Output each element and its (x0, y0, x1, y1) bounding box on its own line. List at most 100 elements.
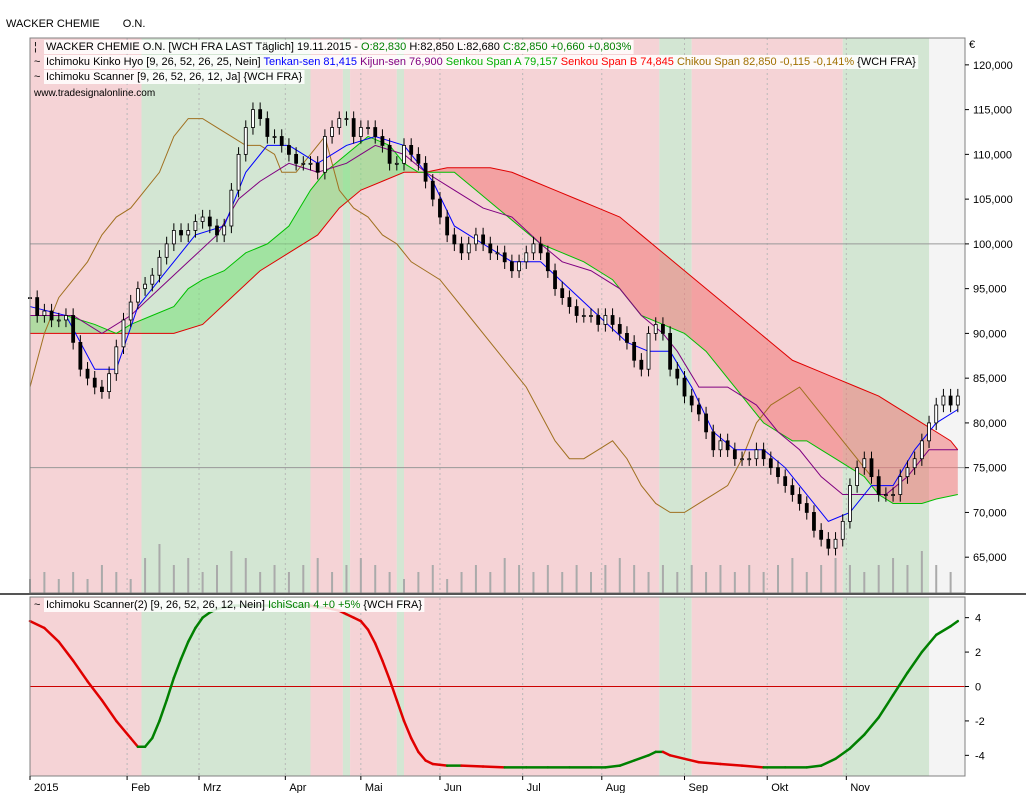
scanner-line-segment[interactable] (373, 642, 384, 662)
scanner-line-segment[interactable] (719, 762, 744, 767)
candle-body[interactable] (337, 118, 342, 128)
scanner-line-segment[interactable] (891, 671, 909, 697)
candle-body[interactable] (49, 310, 54, 321)
candle-body[interactable] (581, 315, 586, 317)
candle-body[interactable] (474, 234, 478, 245)
candle-body[interactable] (574, 306, 579, 316)
candle-body[interactable] (265, 118, 270, 137)
candle-body[interactable] (488, 243, 493, 254)
scanner-line-segment[interactable] (186, 626, 197, 643)
senkou-span-b-line[interactable] (30, 167, 959, 451)
candle-body[interactable] (768, 458, 773, 469)
candle-body[interactable] (128, 301, 133, 321)
senkou-span-a-line[interactable] (30, 135, 958, 504)
candle-body[interactable] (862, 458, 867, 469)
candle-body[interactable] (64, 315, 68, 321)
candle-body[interactable] (186, 230, 191, 236)
scanner-line-segment[interactable] (647, 750, 657, 757)
candle-body[interactable] (790, 485, 795, 495)
candle-body[interactable] (481, 234, 486, 245)
candle-body[interactable] (905, 467, 910, 478)
candle-body[interactable] (394, 162, 399, 165)
candle-body[interactable] (380, 136, 385, 146)
candle-body[interactable] (826, 538, 831, 549)
scanner-line-segment[interactable] (28, 619, 46, 630)
scanner-line-segment[interactable] (934, 625, 952, 637)
candle-body[interactable] (740, 458, 744, 461)
candle-body[interactable] (135, 288, 140, 303)
candle-body[interactable] (589, 315, 593, 317)
candle-body[interactable] (596, 315, 601, 325)
scanner-line-segment[interactable] (43, 626, 61, 643)
candle-body[interactable] (545, 252, 550, 272)
candle-body[interactable] (661, 324, 665, 334)
candle-body[interactable] (387, 145, 392, 164)
candle-body[interactable] (704, 413, 708, 433)
scanner-line-segment[interactable] (201, 611, 212, 619)
scanner-line-segment[interactable] (805, 764, 823, 769)
scanner-line-segment[interactable] (395, 699, 406, 723)
candle-body[interactable] (438, 198, 442, 218)
candle-body[interactable] (416, 153, 421, 164)
candle-body[interactable] (402, 145, 406, 164)
candle-body[interactable] (776, 467, 780, 478)
candle-body[interactable] (509, 261, 514, 272)
candle-body[interactable] (171, 230, 176, 245)
scanner-line-segment[interactable] (352, 616, 363, 623)
candle-body[interactable] (351, 118, 356, 137)
candle-body[interactable] (531, 243, 536, 254)
candle-body[interactable] (696, 404, 701, 415)
candle-body[interactable] (560, 288, 565, 298)
candle-body[interactable] (625, 333, 629, 343)
candle-body[interactable] (927, 422, 931, 442)
scanner-line-segment[interactable] (345, 612, 355, 619)
scanner-line-segment[interactable] (366, 628, 377, 645)
candle-body[interactable] (761, 449, 766, 460)
scanner-line-segment[interactable] (481, 765, 506, 769)
candle-body[interactable] (632, 341, 637, 361)
candle-body[interactable] (121, 319, 126, 348)
candle-body[interactable] (797, 494, 802, 504)
candle-body[interactable] (35, 297, 40, 316)
candle-body[interactable] (718, 440, 723, 451)
candle-body[interactable] (143, 283, 147, 290)
scanner-line-segment[interactable] (388, 678, 399, 702)
scanner-line-segment[interactable] (906, 650, 924, 674)
candle-body[interactable] (301, 162, 306, 165)
candle-body[interactable] (409, 145, 414, 155)
candle-body[interactable] (229, 189, 234, 227)
scanner-line-segment[interactable] (179, 640, 190, 661)
candle-body[interactable] (107, 373, 112, 392)
candle-body[interactable] (56, 319, 61, 322)
scanner-line-segment[interactable] (409, 736, 420, 754)
candle-body[interactable] (466, 243, 471, 254)
candle-body[interactable] (855, 467, 860, 486)
candle-body[interactable] (848, 485, 852, 522)
candle-body[interactable] (567, 297, 572, 307)
scanner-line-segment[interactable] (158, 699, 168, 723)
candle-body[interactable] (452, 234, 457, 245)
candle-body[interactable] (840, 520, 845, 540)
candle-body[interactable] (445, 216, 450, 236)
scanner-line-segment[interactable] (194, 616, 204, 630)
scanner-line-segment[interactable] (359, 619, 370, 631)
candle-body[interactable] (754, 449, 759, 460)
candle-body[interactable] (524, 252, 529, 263)
candle-body[interactable] (603, 315, 608, 325)
scanner-line-segment[interactable] (877, 693, 895, 719)
scanner-line-segment[interactable] (632, 754, 650, 762)
candle-body[interactable] (157, 256, 162, 276)
candle-body[interactable] (495, 252, 500, 255)
candle-body[interactable] (308, 162, 313, 165)
candle-body[interactable] (819, 529, 824, 540)
candle-body[interactable] (610, 315, 615, 325)
scanner-line-segment[interactable] (417, 750, 427, 762)
candle-body[interactable] (272, 136, 277, 138)
scanner-line-segment[interactable] (100, 699, 118, 723)
candle-body[interactable] (179, 230, 183, 236)
candle-body[interactable] (747, 458, 752, 461)
candle-body[interactable] (948, 395, 953, 406)
candle-body[interactable] (330, 127, 334, 137)
scanner-line-segment[interactable] (71, 659, 89, 683)
